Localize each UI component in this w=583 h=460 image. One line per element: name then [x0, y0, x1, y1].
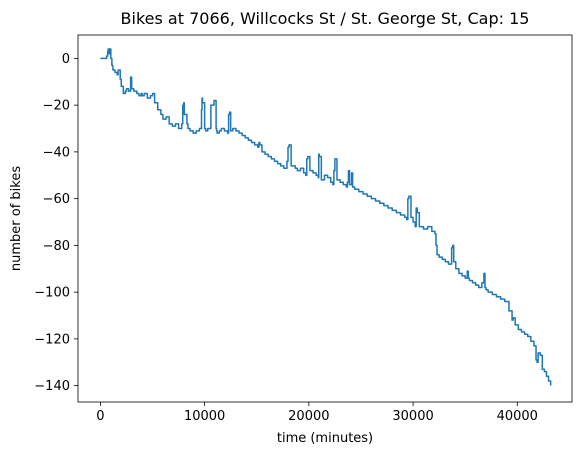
plot-area: [78, 35, 572, 402]
x-axis-ticks: 0 10000 20000 30000 40000: [96, 402, 538, 424]
plot-frame: [77, 34, 573, 403]
y-tick-label: −60: [43, 192, 70, 207]
series-layer: [100, 48, 552, 386]
y-axis-label: number of bikes: [9, 166, 24, 271]
y-tick-label: −80: [43, 239, 70, 254]
y-tick-label: −100: [34, 286, 70, 301]
y-tick-label: 0: [62, 52, 70, 67]
y-axis-ticks: 0 −20 −40 −60 −80 −100 −120 −140: [34, 52, 78, 394]
series-line: [100, 48, 552, 386]
y-tick-label: −120: [34, 332, 70, 347]
x-tick-label: 40000: [497, 409, 538, 424]
x-axis-label: time (minutes): [277, 431, 373, 446]
x-tick-label: 10000: [184, 409, 225, 424]
y-tick-label: −140: [34, 379, 70, 394]
x-tick-label: 30000: [392, 409, 433, 424]
y-tick-label: −40: [43, 145, 70, 160]
chart-title: Bikes at 7066, Willcocks St / St. George…: [121, 9, 530, 28]
x-tick-label: 20000: [288, 409, 329, 424]
x-tick-label: 0: [96, 409, 104, 424]
y-tick-label: −20: [43, 99, 70, 114]
